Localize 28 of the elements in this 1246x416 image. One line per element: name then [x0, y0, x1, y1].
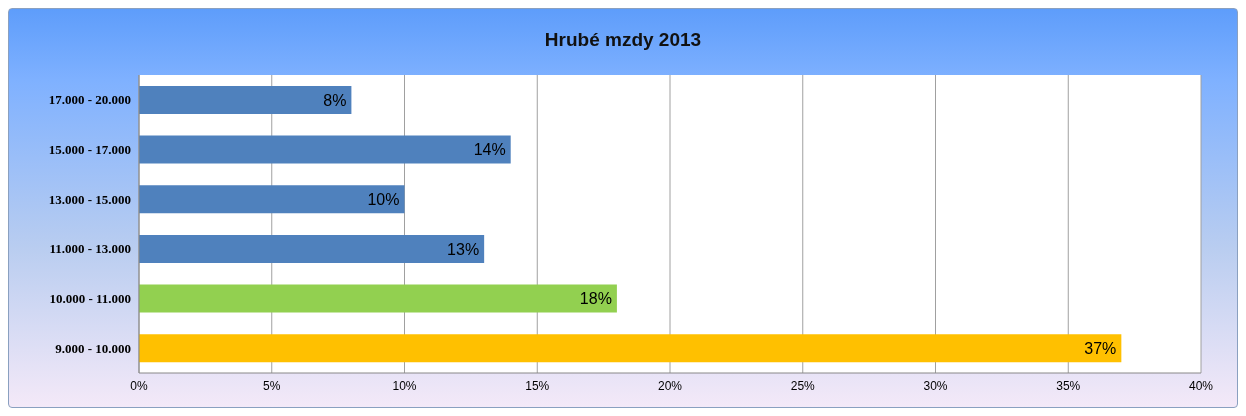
x-tick-label: 20%: [657, 378, 683, 393]
bar: [139, 185, 405, 214]
bar: [139, 135, 511, 164]
data-label: 18%: [579, 290, 612, 308]
data-label: 8%: [323, 91, 347, 109]
x-tick-label: 0%: [130, 378, 148, 393]
bar: [139, 234, 485, 263]
y-tick-label: 10.000 - 11.000: [49, 291, 131, 307]
x-tick-label: 5%: [263, 378, 281, 393]
data-label: 37%: [1084, 339, 1117, 357]
data-label: 13%: [447, 240, 480, 258]
x-tick-label: 35%: [1056, 378, 1081, 393]
x-tick-label: 30%: [923, 378, 948, 393]
x-tick-label: 25%: [790, 378, 816, 393]
x-tick-label: 10%: [392, 378, 417, 393]
y-tick-label: 17.000 - 20.000: [48, 92, 131, 108]
y-tick-label: 15.000 - 17.000: [48, 142, 131, 158]
y-tick-label: 13.000 - 15.000: [48, 191, 131, 207]
data-label: 10%: [367, 190, 400, 208]
y-tick-label: 11.000 - 13.000: [49, 241, 131, 257]
data-label: 14%: [473, 141, 506, 159]
x-tick-label: 40%: [1188, 378, 1214, 393]
bar: [139, 284, 617, 313]
x-tick-label: 15%: [525, 378, 550, 393]
chart-title: Hrubé mzdy 2013: [543, 28, 703, 52]
y-tick-label: 9.000 - 10.000: [55, 340, 131, 356]
bar: [139, 334, 1122, 363]
bar: [139, 85, 352, 114]
